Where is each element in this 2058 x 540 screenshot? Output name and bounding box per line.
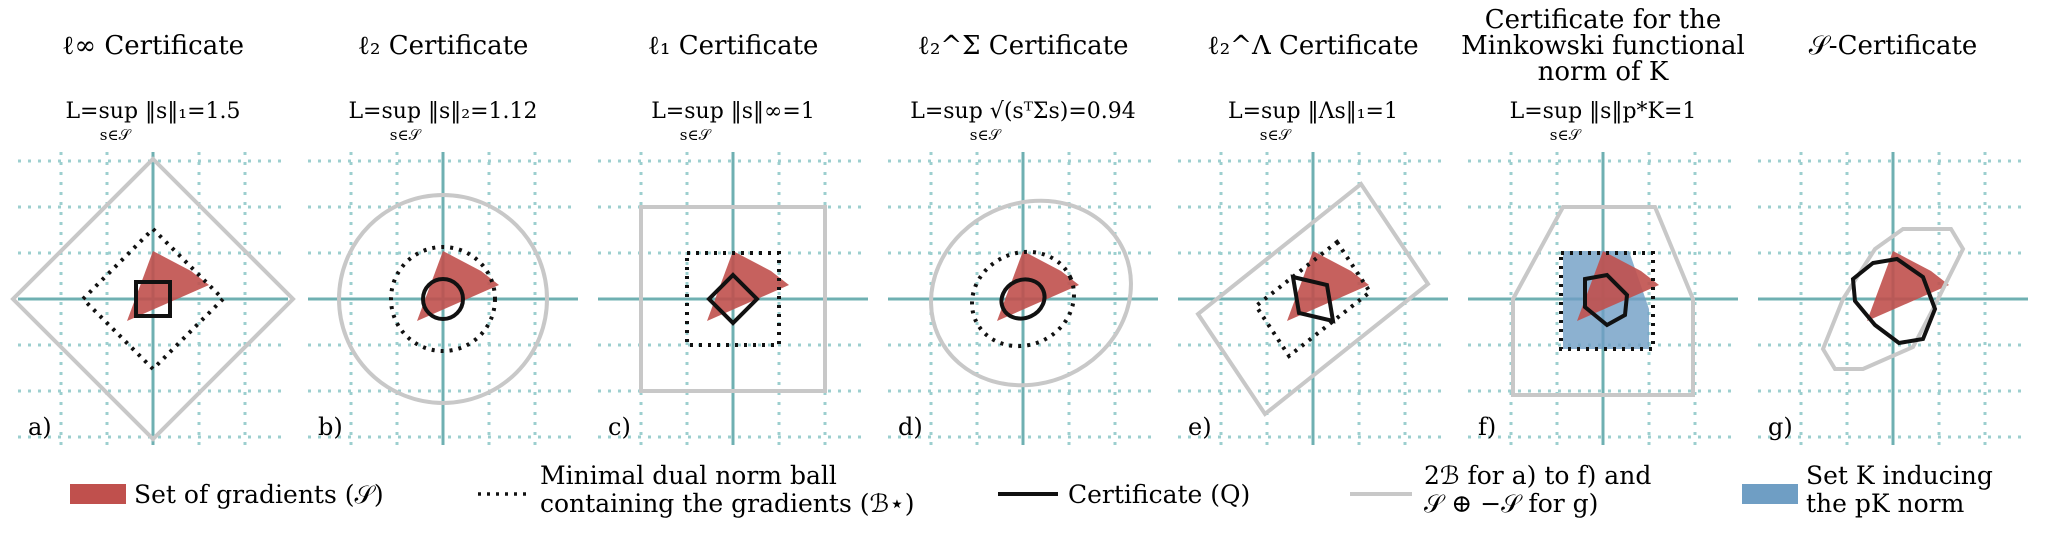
- certificate: [999, 277, 1047, 321]
- panel-title-line: ℓ∞ Certificate: [62, 31, 244, 61]
- dual-norm-ball: [1253, 239, 1373, 359]
- ball-2b: [639, 205, 827, 393]
- panel-formula: L=sup ‖s‖p*K=1: [1510, 99, 1697, 124]
- panel-formula-sub: s∈𝒮: [1550, 126, 1582, 144]
- dual-norm-ball: [389, 245, 497, 353]
- legend: Set of gradients (𝒮) Minimal dual norm b…: [70, 461, 1993, 518]
- legend-dual-ball-label-2: containing the gradients (ℬ⋆): [540, 489, 915, 518]
- ball-s-minus-s: [1820, 227, 1966, 371]
- legend-gradients-label: Set of gradients (𝒮): [134, 480, 384, 509]
- panel-formula: L=sup √(sᵀΣs)=0.94: [910, 99, 1136, 124]
- panel-title-line: ℓ₂^Λ Certificate: [1207, 31, 1418, 61]
- certificate: [1583, 272, 1630, 328]
- dual-norm-ball: [685, 251, 781, 347]
- panel-a: ℓ∞ Certificate L=sup ‖s‖₁=1.5 s∈𝒮 a): [10, 31, 296, 445]
- panel-g: 𝒮-Certificate g): [1758, 31, 2028, 445]
- legend-ball-label-1: 2ℬ for a) to f) and: [1424, 461, 1651, 490]
- legend-dual-ball-label-1: Minimal dual norm ball: [540, 461, 837, 490]
- panels: ℓ∞ Certificate L=sup ‖s‖₁=1.5 s∈𝒮 a) ℓ₂ Cert…: [10, 5, 2028, 445]
- ball-2b: [10, 156, 296, 442]
- panel-title-line: norm of K: [1538, 57, 1669, 87]
- certificate: [421, 277, 465, 321]
- legend-dual-ball: Minimal dual norm ball containing the gr…: [478, 461, 915, 518]
- ball-2b: [1511, 205, 1695, 397]
- panel-formula-sub: s∈𝒮: [970, 126, 1002, 144]
- panel-title-line: ℓ₂ Certificate: [358, 31, 529, 61]
- dual-norm-ball: [1559, 251, 1655, 351]
- legend-ball-label-2: 𝒮 ⊕ −𝒮 for g): [1424, 489, 1598, 518]
- gradient-set: [707, 251, 789, 321]
- panel-formula-sub: s∈𝒮: [390, 126, 422, 144]
- panel-formula-sub: s∈𝒮: [100, 126, 132, 144]
- certificate: [1290, 274, 1336, 324]
- panel-label: g): [1768, 413, 1793, 441]
- legend-set-k-swatch: [1742, 484, 1798, 504]
- legend-set-k: Set K inducing the pK norm: [1742, 461, 1993, 518]
- certificate: [134, 280, 172, 318]
- panel-title-line: ℓ₁ Certificate: [648, 31, 819, 61]
- panel-label: e): [1188, 413, 1212, 441]
- panel-d: ℓ₂^Σ Certificate L=sup √(sᵀΣs)=0.94 s∈𝒮 d): [888, 31, 1158, 445]
- panel-e: ℓ₂^Λ Certificate L=sup ‖Λs‖₁=1 s∈𝒮 e): [1178, 31, 1448, 445]
- legend-gradients: Set of gradients (𝒮): [70, 480, 384, 509]
- panel-label: d): [898, 413, 923, 441]
- panel-formula-sub: s∈𝒮: [680, 126, 712, 144]
- legend-ball: 2ℬ for a) to f) and 𝒮 ⊕ −𝒮 for g): [1350, 461, 1651, 518]
- ball-2b: [929, 198, 1133, 388]
- panel-c: ℓ₁ Certificate L=sup ‖s‖∞=1 s∈𝒮 c): [598, 31, 868, 445]
- dual-norm-ball: [970, 249, 1076, 349]
- legend-set-k-label-1: Set K inducing: [1806, 461, 1993, 490]
- panel-label: b): [318, 413, 343, 441]
- panel-title-line: ℓ₂^Σ Certificate: [917, 31, 1128, 61]
- ball-2b: [337, 193, 549, 405]
- gradient-set: [1867, 251, 1949, 321]
- panel-formula: L=sup ‖s‖₁=1.5: [65, 99, 240, 124]
- panel-formula: L=sup ‖Λs‖₁=1: [1228, 99, 1398, 124]
- certificate: [706, 272, 760, 326]
- legend-certificate: Certificate (Q): [998, 480, 1250, 509]
- legend-set-k-label-2: the pK norm: [1806, 489, 1965, 518]
- panel-title-line: Minkowski functional: [1461, 31, 1745, 61]
- certificate: [1850, 256, 1938, 346]
- panel-formula-sub: s∈𝒮: [1260, 126, 1292, 144]
- legend-gradients-swatch: [70, 484, 126, 504]
- panel-title-line: Certificate for the: [1485, 5, 1722, 35]
- legend-certificate-label: Certificate (Q): [1068, 480, 1250, 509]
- panel-label: f): [1478, 413, 1496, 441]
- dual-norm-ball: [80, 226, 226, 372]
- panel-label: a): [28, 413, 52, 441]
- panel-title-line: 𝒮-Certificate: [1809, 31, 1978, 61]
- panel-formula: L=sup ‖s‖₂=1.12: [348, 99, 537, 124]
- ball-2b: [1195, 181, 1431, 417]
- panel-b: ℓ₂ Certificate L=sup ‖s‖₂=1.12 s∈𝒮 b): [308, 31, 578, 445]
- panel-formula: L=sup ‖s‖∞=1: [651, 99, 815, 124]
- panel-label: c): [608, 413, 631, 441]
